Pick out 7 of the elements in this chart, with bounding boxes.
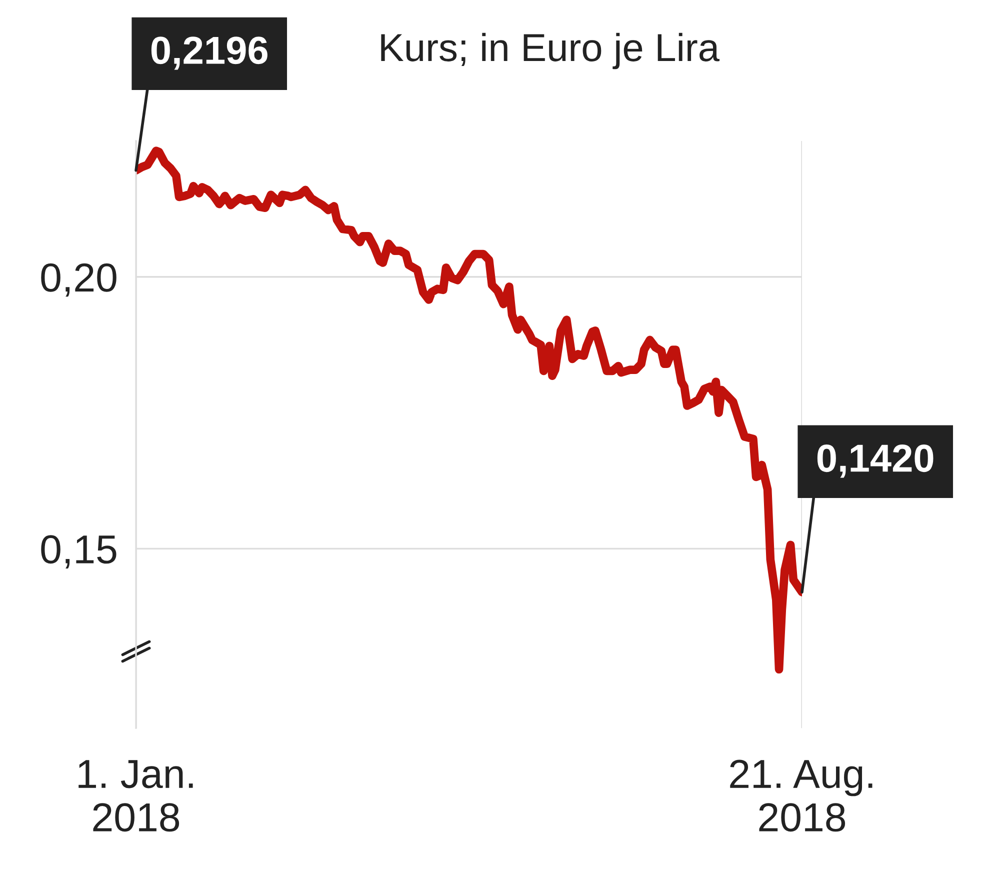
annotation: 0,1420 (817, 444, 934, 478)
x-tick-label: 1. Jan. 2018 (78, 760, 193, 832)
chart-title: Kurs; in Euro je Lira (381, 32, 720, 70)
x-tick-label: 21. Aug. 2018 (730, 760, 872, 832)
annotation: 0,2196 (151, 36, 268, 70)
y-tick-label: 0,20 (41, 263, 116, 297)
y-tick-label: 0,15 (41, 535, 116, 568)
